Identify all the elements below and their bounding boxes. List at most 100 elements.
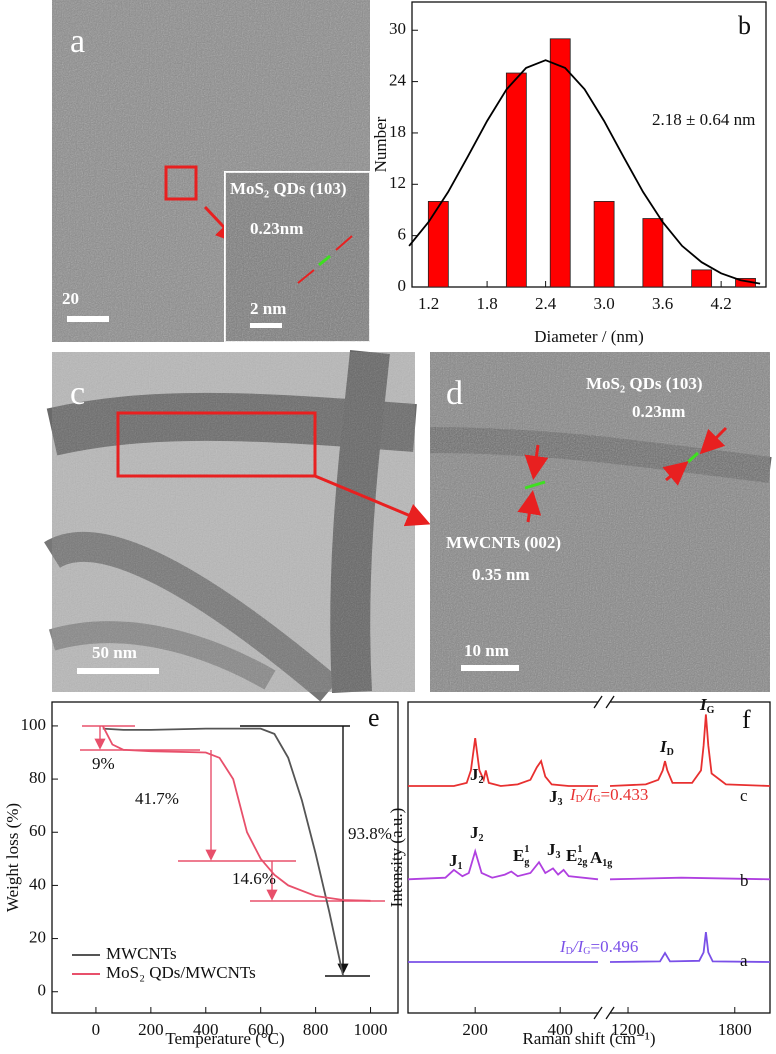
peak-label-base: J <box>547 840 556 859</box>
y-axis-label: Intensity (a.u.) <box>387 808 406 908</box>
data-line <box>408 931 771 963</box>
data-line <box>102 725 371 902</box>
y-tick-label: 20 <box>29 927 46 946</box>
arrow <box>517 490 542 523</box>
peak-label-base: A <box>590 848 603 867</box>
y-tick-label: 80 <box>29 768 46 787</box>
peak-label-sub: 2 <box>479 775 484 786</box>
x-tick-label: 800 <box>303 1020 329 1039</box>
peak-label-base: J <box>549 787 558 806</box>
x-tick-label: 1800 <box>718 1020 752 1039</box>
tem-texture <box>52 352 415 692</box>
y-tick-label: 6 <box>398 225 407 244</box>
peak-label-base: J <box>449 851 458 870</box>
break-mark <box>593 695 603 709</box>
ratio-run: D <box>566 946 573 957</box>
bar <box>427 201 449 288</box>
scale-bar <box>67 316 109 322</box>
plot-frame <box>407 701 771 1014</box>
peak-label-sub: 3 <box>556 850 561 861</box>
ratio-run: I <box>569 785 577 804</box>
arrow <box>524 444 549 480</box>
scale-bar <box>250 323 282 328</box>
peak-label: ID <box>659 737 674 758</box>
scale-label: 2 nm <box>250 299 286 318</box>
axis-break <box>598 1010 611 1016</box>
ratio-run: =0.496 <box>591 937 639 956</box>
panel-label: f <box>742 705 751 734</box>
panel-a: a 20 MoS₂ QDs (103) 0.23nm 2 nm <box>52 0 371 343</box>
peak-label-sub: D <box>667 747 674 758</box>
peak-label-sub: g <box>524 857 529 868</box>
annotation: 9% <box>92 754 115 773</box>
scale-bar <box>77 668 159 674</box>
y-tick-label: 18 <box>389 122 406 141</box>
x-tick-label: 600 <box>248 1020 274 1039</box>
peak-label: J3 <box>547 840 561 861</box>
bar <box>691 269 713 288</box>
y-tick-label: 100 <box>21 715 47 734</box>
lattice-mark <box>686 451 700 464</box>
arrow <box>314 474 431 527</box>
arrow <box>699 426 728 455</box>
ratio-run: =0.433 <box>601 785 649 804</box>
annotation: 2.18 ± 0.64 nm <box>652 110 755 129</box>
arrow <box>335 235 353 251</box>
peak-label-base: I <box>699 695 708 714</box>
peak-label-sub: 3 <box>558 797 563 808</box>
inset-texture <box>225 172 370 342</box>
scale-label: 10 nm <box>464 641 509 660</box>
panel-label: d <box>446 375 463 412</box>
peak-label-base: J <box>470 823 479 842</box>
peak-label-sub: 2 <box>479 833 484 844</box>
x-axis-label: Diameter / (nm) <box>534 327 644 346</box>
ratio-run: D <box>576 794 583 805</box>
x-tick-label: 1000 <box>354 1020 388 1039</box>
x-tick-label: 3.0 <box>593 294 614 313</box>
inset-title: MoS₂ QDs (103) <box>230 179 347 198</box>
arrow <box>297 269 315 284</box>
peak-label: E1 g <box>513 844 529 868</box>
peak-label: IG <box>699 695 715 716</box>
x-tick-label: 400 <box>547 1020 573 1039</box>
peak-label-sup: 1 <box>577 844 582 855</box>
y-axis-label: Number <box>371 116 390 172</box>
peak-label-sub: 2g <box>577 857 587 868</box>
trace-label: c <box>740 786 748 805</box>
peak-label-sub: 1g <box>602 858 612 869</box>
bar <box>549 38 571 288</box>
annotation: MoS₂ QDs (103) <box>586 374 703 393</box>
scale-bar <box>461 665 519 671</box>
panel-label: e <box>368 703 380 732</box>
scale-label: 50 nm <box>92 643 137 662</box>
annotation: 93.8% <box>348 824 392 843</box>
arrow <box>662 461 689 486</box>
x-axis-label: Temperature (°C) <box>165 1029 284 1048</box>
highlight-box <box>116 411 317 478</box>
scale-label: 20 <box>62 289 79 308</box>
peak-label: J2 <box>470 765 484 786</box>
legend-label: MWCNTs <box>106 944 177 963</box>
x-tick-label: 1.2 <box>418 294 439 313</box>
y-tick-label: 0 <box>38 981 47 1000</box>
peak-label: J3 <box>549 787 563 808</box>
y-tick-label: 60 <box>29 821 46 840</box>
ratio-run: G <box>583 946 590 957</box>
annotation: 14.6% <box>232 869 276 888</box>
x-tick-label: 200 <box>462 1020 488 1039</box>
highlight-box <box>164 165 198 201</box>
ratio-run: /I <box>572 937 585 956</box>
peak-label-base: E <box>513 846 524 865</box>
panel-label: b <box>738 11 751 40</box>
peak-label-base: I <box>659 737 668 756</box>
x-tick-label: 400 <box>193 1020 219 1039</box>
break-mark <box>605 1006 615 1020</box>
y-axis-label: Weight loss (%) <box>3 803 22 912</box>
x-tick-label: 1200 <box>611 1020 645 1039</box>
bar <box>642 218 664 288</box>
panel-label: a <box>70 23 85 60</box>
tga-guides: 9% 41.7% 14.6% 93.8% <box>80 725 392 977</box>
panel-d: d MoS₂ QDs (103) 0.23nm MWCNTs (002) 0.3… <box>429 352 772 692</box>
y-tick-label: 30 <box>389 19 406 38</box>
